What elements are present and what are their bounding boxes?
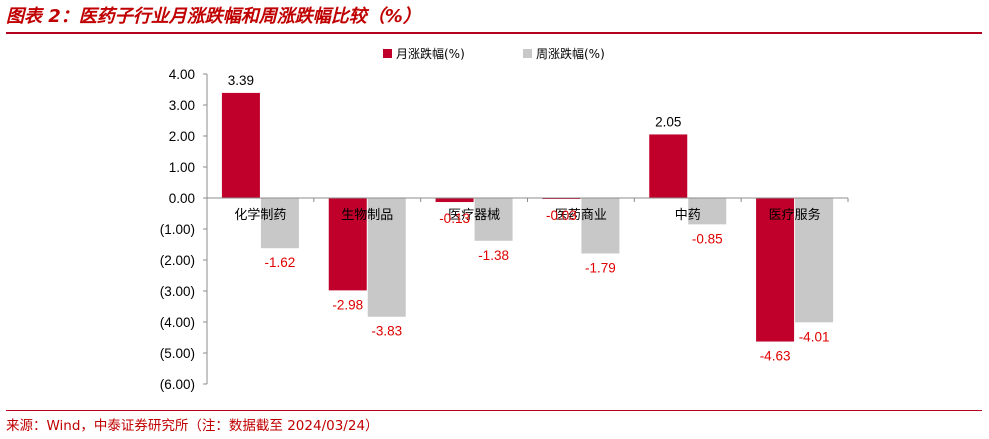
data-label-monthly: -0.03: [546, 208, 577, 223]
y-tick-label: (4.00): [160, 315, 195, 330]
source-note: 来源：Wind，中泰证券研究所（注：数据截至 2024/03/24）: [6, 418, 379, 434]
category-label: 中药: [675, 208, 701, 223]
y-tick-label: 4.00: [169, 67, 195, 82]
y-tick-label: (1.00): [160, 222, 195, 237]
title-rule: [6, 32, 982, 34]
bar-monthly: [435, 198, 474, 203]
chart-title: 图表 2：医药子行业月涨跌幅和周涨跌幅比较（%）: [6, 6, 421, 27]
data-label-monthly: 3.39: [228, 73, 254, 88]
bar-weekly: [581, 198, 620, 254]
data-label-weekly: -1.38: [478, 248, 509, 263]
y-tick-label: (2.00): [160, 253, 195, 268]
bar-weekly: [795, 198, 834, 323]
data-label-weekly: -0.85: [692, 231, 723, 246]
y-tick-label: (3.00): [160, 284, 195, 299]
y-tick-label: 3.00: [169, 98, 195, 113]
data-label-weekly: -3.83: [371, 324, 402, 339]
data-label-monthly: -2.98: [332, 297, 363, 312]
legend-swatch-weekly: [523, 49, 532, 58]
bar-monthly: [756, 198, 795, 342]
bar-monthly: [221, 92, 260, 198]
bar-weekly: [260, 198, 299, 249]
y-tick-label: 2.00: [169, 129, 195, 144]
bar-weekly: [367, 198, 406, 317]
legend-label-monthly: 月涨跌幅(%): [396, 46, 465, 61]
legend-swatch-monthly: [383, 49, 392, 58]
bar-monthly: [328, 198, 367, 291]
data-label-monthly: 2.05: [655, 114, 681, 129]
bar-weekly: [688, 198, 727, 225]
footer-rule: [6, 410, 982, 411]
category-label: 医药商业: [555, 208, 607, 223]
category-label: 医疗服务: [769, 207, 821, 223]
legend-label-weekly: 周涨跌幅(%): [536, 46, 605, 61]
y-tick-label: (5.00): [160, 346, 195, 361]
bar-weekly: [474, 198, 513, 241]
y-tick-label: 0.00: [169, 191, 195, 206]
data-label-weekly: -4.01: [799, 329, 830, 344]
data-label-weekly: -1.79: [585, 260, 616, 275]
y-tick-label: (6.00): [160, 377, 195, 392]
data-label-weekly: -1.62: [265, 255, 296, 270]
y-tick-label: 1.00: [169, 160, 195, 175]
category-label: 生物制品: [341, 208, 393, 223]
category-label: 化学制药: [234, 207, 286, 223]
category-label: 医疗器械: [448, 208, 500, 223]
bar-monthly: [649, 134, 688, 198]
data-label-monthly: -4.63: [760, 349, 791, 364]
data-label-monthly: -0.13: [439, 211, 470, 226]
